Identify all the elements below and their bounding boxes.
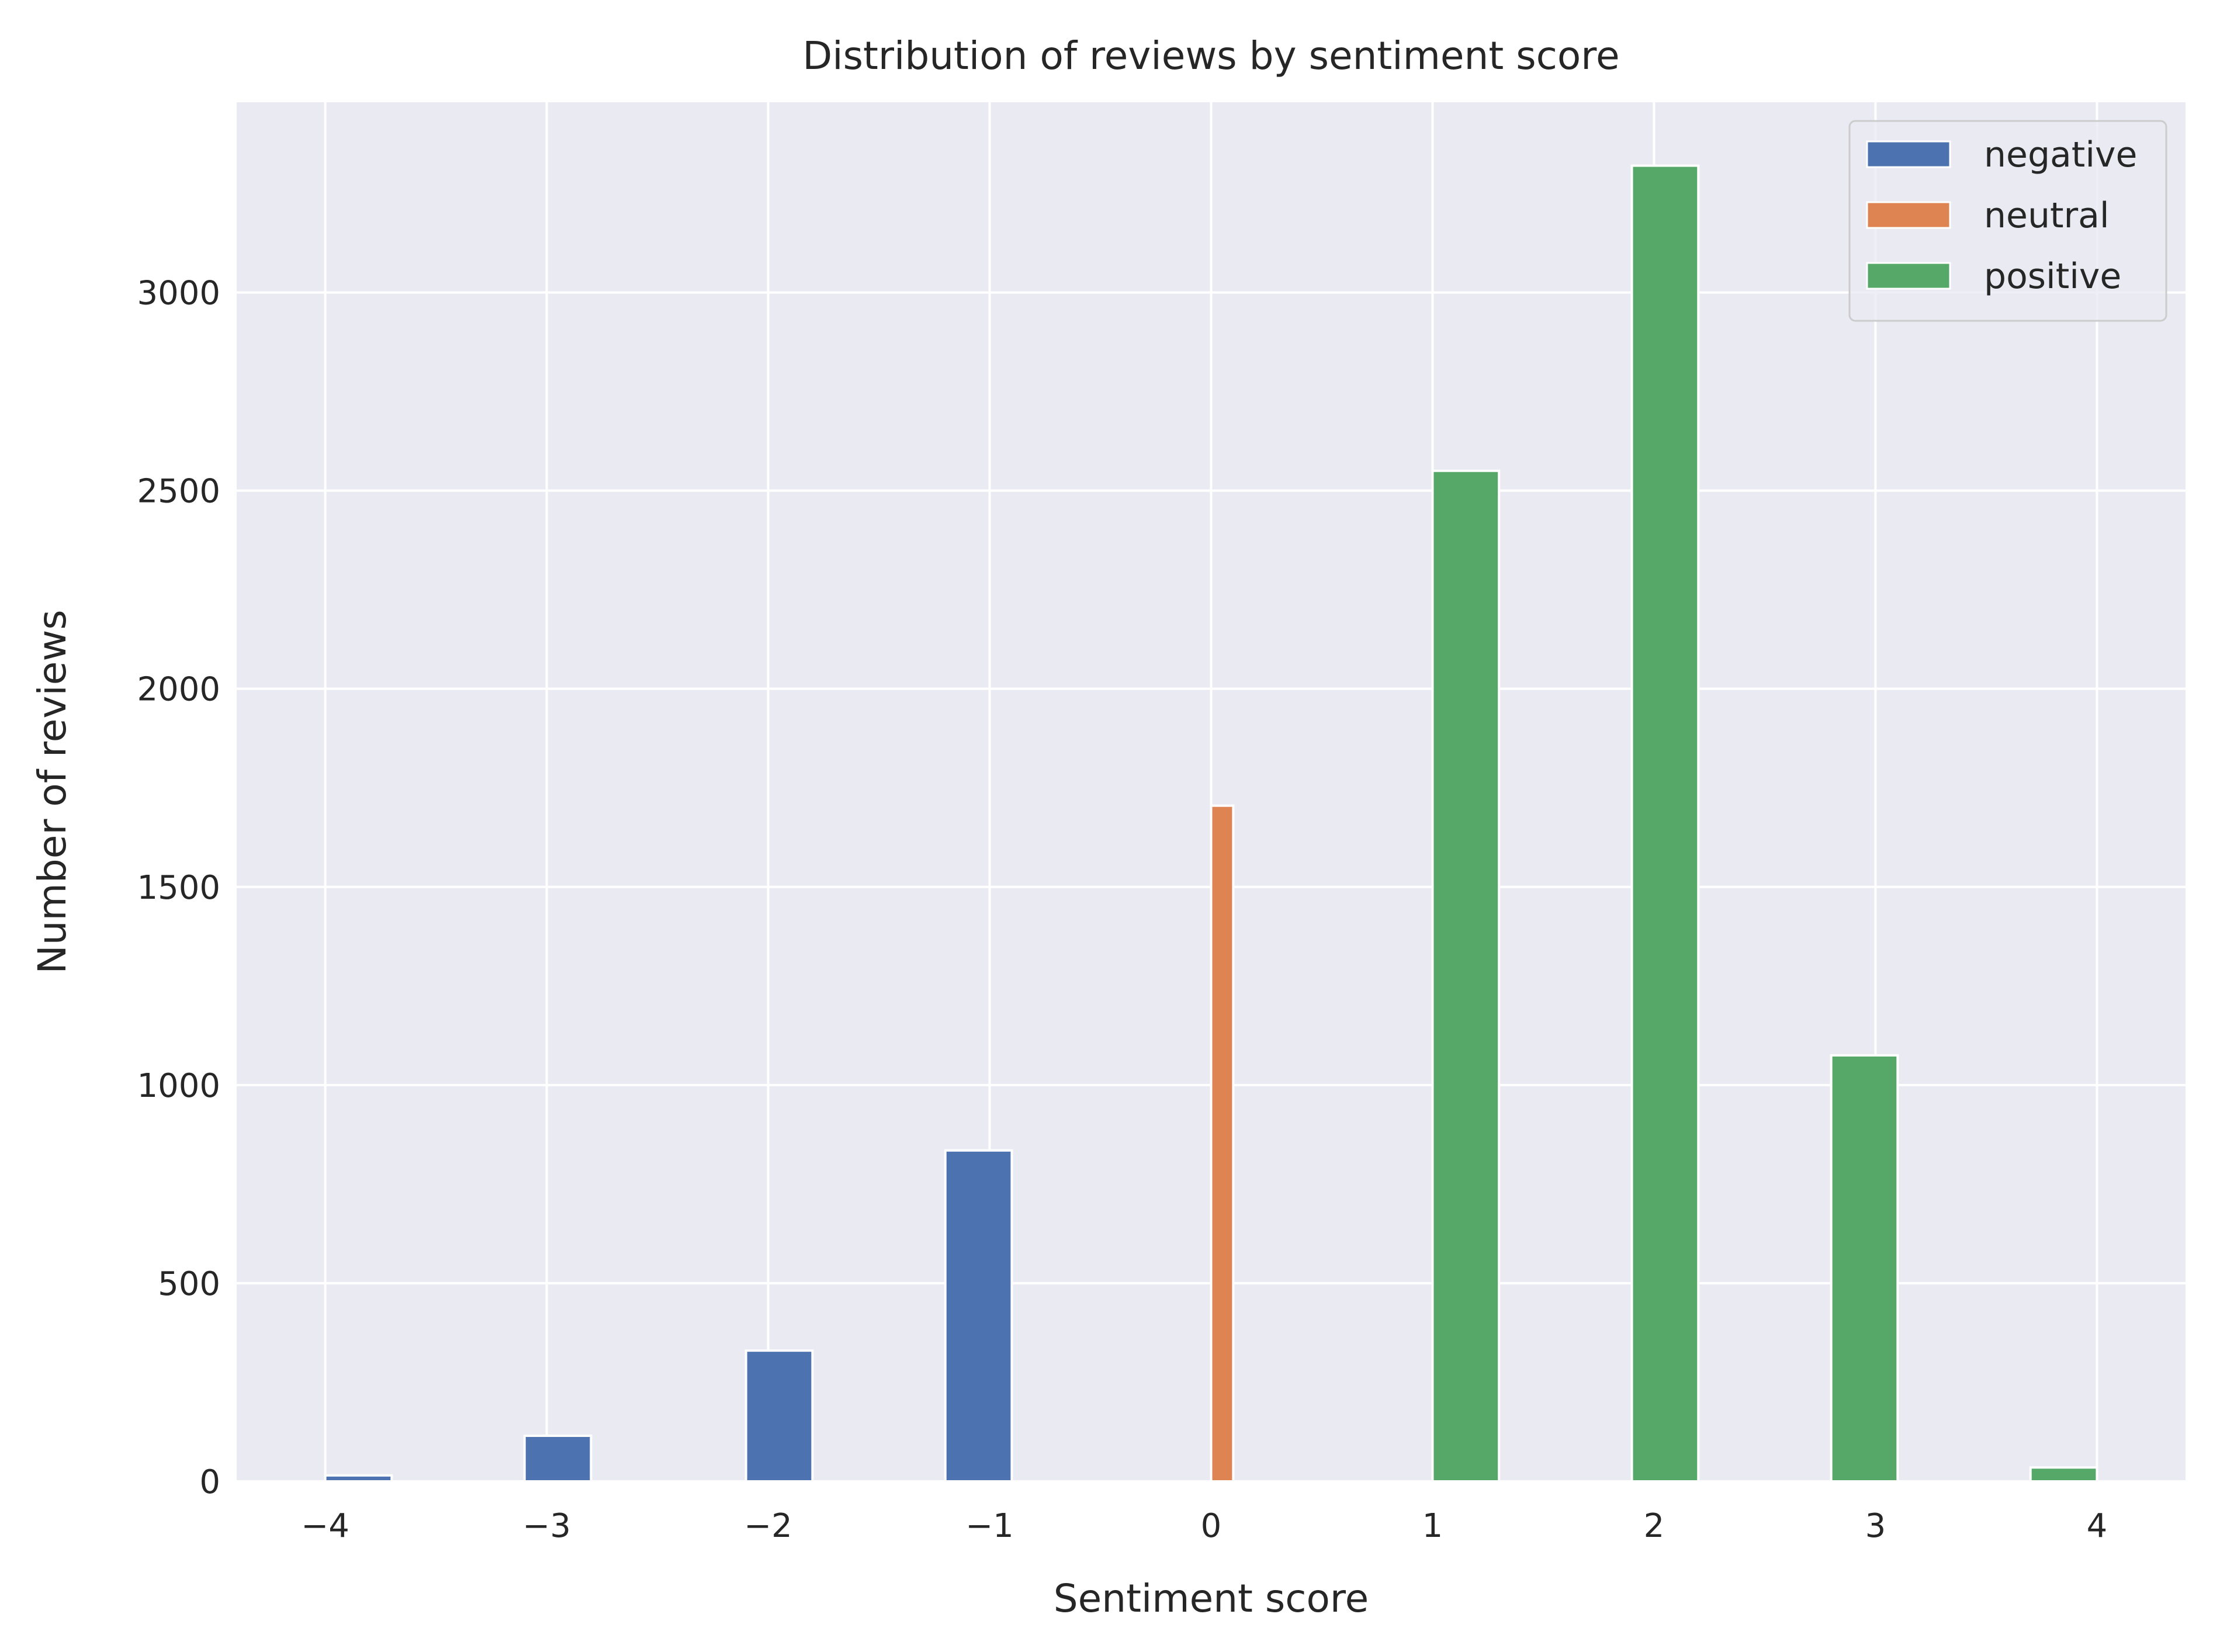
x-tick-label: −3: [522, 1507, 571, 1545]
x-tick-label: 3: [1865, 1507, 1886, 1545]
bar-positive-0: [1431, 469, 1501, 1483]
bar-negative-1: [523, 1435, 593, 1483]
y-tick-label: 2000: [137, 671, 220, 709]
bar-positive-2: [1830, 1054, 1899, 1483]
bar-negative-3: [944, 1149, 1013, 1483]
x-tick-label: 2: [1644, 1507, 1665, 1545]
bar-negative-0: [324, 1474, 393, 1483]
legend-label-neutral: neutral: [1984, 195, 2110, 236]
y-tick-label: 1000: [137, 1067, 220, 1105]
x-tick-label: −4: [301, 1507, 349, 1545]
x-tick-label: 1: [1422, 1507, 1443, 1545]
y-tick-label: 500: [158, 1265, 220, 1303]
legend-label-positive: positive: [1984, 256, 2121, 297]
x-tick-label: −1: [965, 1507, 1014, 1545]
y-tick-label: 3000: [137, 275, 220, 313]
bar-positive-1: [1630, 164, 1700, 1483]
y-tick-label: 0: [199, 1463, 220, 1501]
legend: negative neutral positive: [1848, 120, 2167, 322]
legend-swatch-neutral: [1866, 201, 1951, 229]
bar-negative-2: [744, 1349, 814, 1483]
legend-label-negative: negative: [1984, 134, 2137, 175]
x-axis-label: Sentiment score: [1054, 1576, 1369, 1621]
x-tick-labels: −4 −3 −2 −1 0 1 2 3 4: [301, 1507, 2107, 1545]
x-tick-label: 0: [1201, 1507, 1222, 1545]
legend-swatch-negative: [1866, 140, 1951, 168]
y-tick-labels: 0 500 1000 1500 2000 2500 3000: [137, 275, 220, 1501]
y-tick-label: 2500: [137, 473, 220, 511]
bar-positive-3: [2029, 1466, 2098, 1483]
bar-neutral-0: [1210, 804, 1235, 1483]
legend-swatch-positive: [1866, 262, 1951, 290]
legend-items: negative neutral positive: [1866, 134, 2137, 297]
bars: [324, 164, 2098, 1483]
y-axis-label: Number of reviews: [30, 609, 75, 974]
x-tick-label: 4: [2087, 1507, 2108, 1545]
x-tick-label: −2: [744, 1507, 792, 1545]
y-tick-label: 1500: [137, 869, 220, 907]
chart-title: Distribution of reviews by sentiment sco…: [802, 33, 1619, 78]
